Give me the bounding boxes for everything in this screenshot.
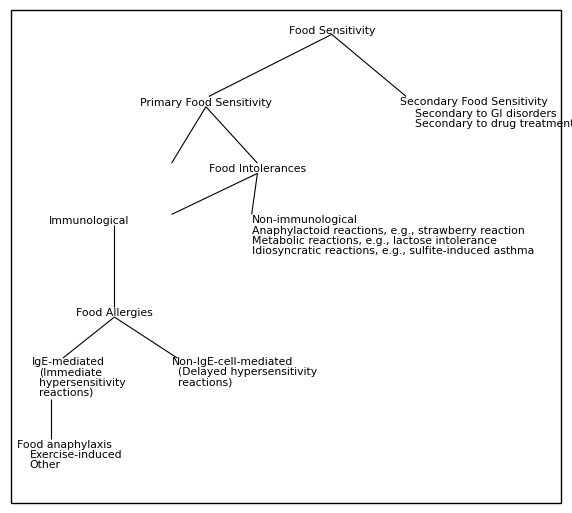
Text: Food anaphylaxis: Food anaphylaxis <box>17 440 112 450</box>
Text: Non-IgE-cell-mediated: Non-IgE-cell-mediated <box>172 357 293 367</box>
Text: (Delayed hypersensitivity: (Delayed hypersensitivity <box>178 367 317 378</box>
Text: Food Allergies: Food Allergies <box>76 308 153 318</box>
Text: Immunological: Immunological <box>49 215 129 226</box>
Text: Secondary to drug treatment: Secondary to drug treatment <box>415 119 572 129</box>
Text: IgE-mediated: IgE-mediated <box>31 357 105 367</box>
Text: Food Intolerances: Food Intolerances <box>209 164 306 174</box>
Text: Metabolic reactions, e.g., lactose intolerance: Metabolic reactions, e.g., lactose intol… <box>252 236 496 246</box>
Text: Primary Food Sensitivity: Primary Food Sensitivity <box>140 97 272 108</box>
Text: Other: Other <box>30 460 61 470</box>
Text: Non-immunological: Non-immunological <box>252 214 358 225</box>
Text: Exercise-induced: Exercise-induced <box>30 450 122 460</box>
Text: (Immediate: (Immediate <box>39 367 102 378</box>
Text: Anaphylactoid reactions, e.g., strawberry reaction: Anaphylactoid reactions, e.g., strawberr… <box>252 226 525 236</box>
Text: Food Sensitivity: Food Sensitivity <box>288 26 375 36</box>
Text: Secondary to GI disorders: Secondary to GI disorders <box>415 109 556 119</box>
Text: reactions): reactions) <box>178 378 233 388</box>
Text: Secondary Food Sensitivity: Secondary Food Sensitivity <box>400 96 548 107</box>
Text: reactions): reactions) <box>39 388 93 398</box>
Text: Idiosyncratic reactions, e.g., sulfite-induced asthma: Idiosyncratic reactions, e.g., sulfite-i… <box>252 246 534 256</box>
Text: hypersensitivity: hypersensitivity <box>39 378 125 388</box>
